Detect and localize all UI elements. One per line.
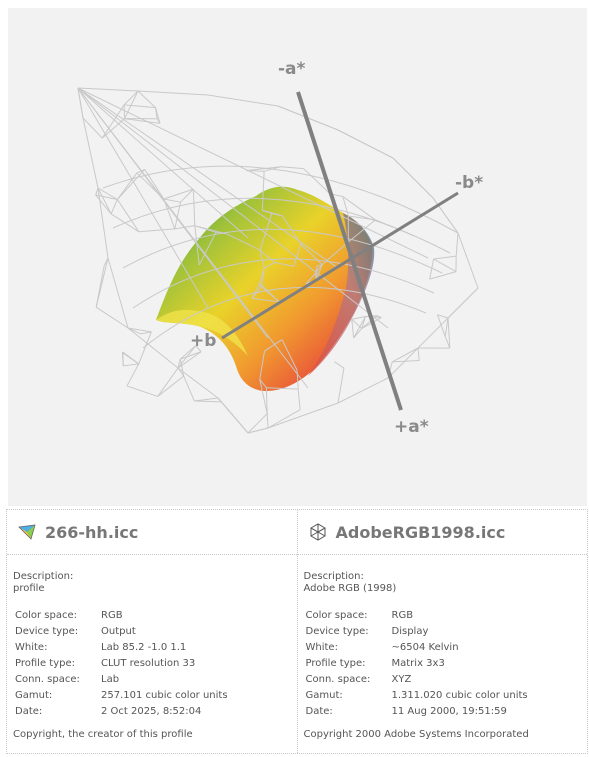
table-row: White: Lab 85.2 -1.0 1.1 [15, 639, 228, 655]
b-axis [221, 191, 459, 340]
table-row: Color space: RGB [306, 607, 528, 623]
profile-description: Description: profile [7, 555, 297, 595]
description-value: Adobe RGB (1998) [303, 583, 397, 594]
wireframe-cube-icon [308, 522, 328, 542]
color-wheel-icon [17, 522, 37, 542]
prop-key: Color space: [15, 609, 77, 621]
lab-axes: -a* +a* -b* +b [190, 59, 483, 437]
profile-name: AdobeRGB1998.icc [335, 522, 506, 542]
prop-value: Matrix 3x3 [391, 657, 445, 669]
profile-header: AdobeRGB1998.icc [297, 510, 587, 555]
prop-key: Profile type: [305, 657, 366, 669]
prop-value: 257.101 cubic color units [101, 689, 228, 701]
axis-label-minus-b: -b* [455, 173, 483, 193]
table-row: Profile type: CLUT resolution 33 [15, 655, 228, 671]
table-row: Conn. space: XYZ [306, 671, 528, 687]
profile-properties: Color space: RGB Device type: Output White… [15, 607, 228, 719]
table-row: Date: 11 Aug 2000, 19:51:59 [306, 703, 528, 719]
table-row: Gamut: 257.101 cubic color units [15, 687, 228, 703]
gamut-3d-viewer[interactable]: -a* +a* -b* +b [8, 8, 587, 506]
prop-value: RGB [101, 609, 123, 621]
prop-key: Gamut: [305, 689, 343, 701]
prop-value: CLUT resolution 33 [101, 657, 196, 669]
prop-key: Color space: [305, 609, 368, 621]
profile-description: Description: Adobe RGB (1998) [298, 555, 588, 595]
prop-value: ~6504 Kelvin [391, 641, 459, 653]
prop-key: Gamut: [15, 689, 53, 701]
gamut-wireframe-adobergb [77, 87, 479, 434]
prop-value: RGB [391, 609, 414, 621]
profile-name: 266-hh.icc [45, 522, 139, 542]
prop-value: Lab 85.2 -1.0 1.1 [101, 641, 187, 653]
prop-key: Date: [15, 705, 43, 717]
table-row: Conn. space: Lab [15, 671, 228, 687]
axis-label-minus-a: -a* [278, 59, 306, 79]
axis-label-plus-b: +b [190, 331, 216, 351]
table-row: Device type: Output [15, 623, 228, 639]
prop-key: Conn. space: [305, 673, 371, 685]
profile-properties: Color space: RGB Device type: Display Whit… [306, 607, 528, 719]
profile-copyright: Copyright 2000 Adobe Systems Incorporate… [303, 729, 529, 740]
gamut-plot[interactable]: -a* +a* -b* +b [8, 8, 587, 506]
prop-key: Profile type: [15, 657, 75, 669]
prop-value: Output [101, 625, 136, 637]
profile-panel-right: AdobeRGB1998.icc Description: Adobe RGB … [296, 510, 588, 753]
description-label: Description: [303, 571, 364, 582]
table-row: Date: 2 Oct 2025, 8:52:04 [15, 703, 228, 719]
description-label: Description: [13, 571, 74, 582]
table-row: Color space: RGB [15, 607, 228, 623]
axis-label-plus-a: +a* [394, 417, 429, 437]
prop-value: XYZ [391, 673, 412, 685]
table-row: Profile type: Matrix 3x3 [306, 655, 528, 671]
prop-key: Date: [305, 705, 333, 717]
prop-key: Device type: [15, 625, 79, 637]
table-row: White: ~6504 Kelvin [306, 639, 528, 655]
profile-header: 266-hh.icc [7, 510, 297, 555]
prop-value: 11 Aug 2000, 19:51:59 [391, 705, 507, 717]
prop-key: White: [15, 641, 48, 653]
prop-key: Conn. space: [15, 673, 80, 685]
prop-value: Display [391, 625, 429, 637]
prop-key: White: [305, 641, 338, 653]
description-value: profile [13, 583, 45, 594]
table-row: Device type: Display [306, 623, 528, 639]
prop-value: 1.311.020 cubic color units [391, 689, 528, 701]
profile-info-panels: 266-hh.icc Description: profile Color sp… [6, 509, 588, 754]
profile-copyright: Copyright, the creator of this profile [13, 729, 193, 740]
prop-key: Device type: [305, 625, 369, 637]
table-row: Gamut: 1.311.020 cubic color units [306, 687, 528, 703]
prop-value: Lab [101, 673, 120, 685]
a-axis [296, 91, 403, 411]
profile-panel-left: 266-hh.icc Description: profile Color sp… [7, 510, 297, 753]
prop-value: 2 Oct 2025, 8:52:04 [101, 705, 202, 717]
